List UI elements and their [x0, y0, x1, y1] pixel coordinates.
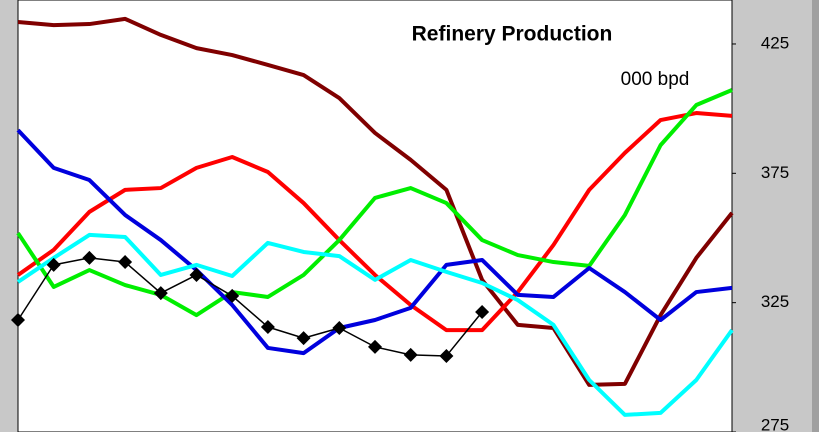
- marker: [153, 286, 168, 301]
- marks: [11, 16, 734, 417]
- marker: [82, 250, 97, 265]
- marker: [403, 347, 418, 362]
- series-line: [17, 16, 734, 387]
- marker: [11, 312, 25, 327]
- marker: [46, 257, 61, 272]
- series-line: [16, 128, 733, 356]
- chart-title: Refinery Production: [412, 23, 613, 46]
- y-tick-label: 425: [761, 33, 789, 52]
- marker: [118, 255, 133, 270]
- y-tick-label: 325: [761, 292, 789, 311]
- marker: [225, 288, 240, 303]
- marker: [475, 304, 490, 319]
- marker: [296, 331, 311, 346]
- series-line: [16, 232, 734, 417]
- marker: [439, 348, 454, 363]
- edge: [812, 0, 819, 432]
- plot-area: [17, 0, 733, 432]
- y-tick-label: 275: [761, 415, 789, 432]
- marker: [368, 339, 382, 354]
- series-line: [16, 88, 733, 318]
- marker: [189, 267, 204, 282]
- marker: [260, 319, 275, 334]
- y-tick-label: 375: [761, 163, 789, 182]
- chart-subtitle: 000 bpd: [621, 69, 690, 90]
- marker: [332, 321, 347, 336]
- series-line: [16, 111, 733, 333]
